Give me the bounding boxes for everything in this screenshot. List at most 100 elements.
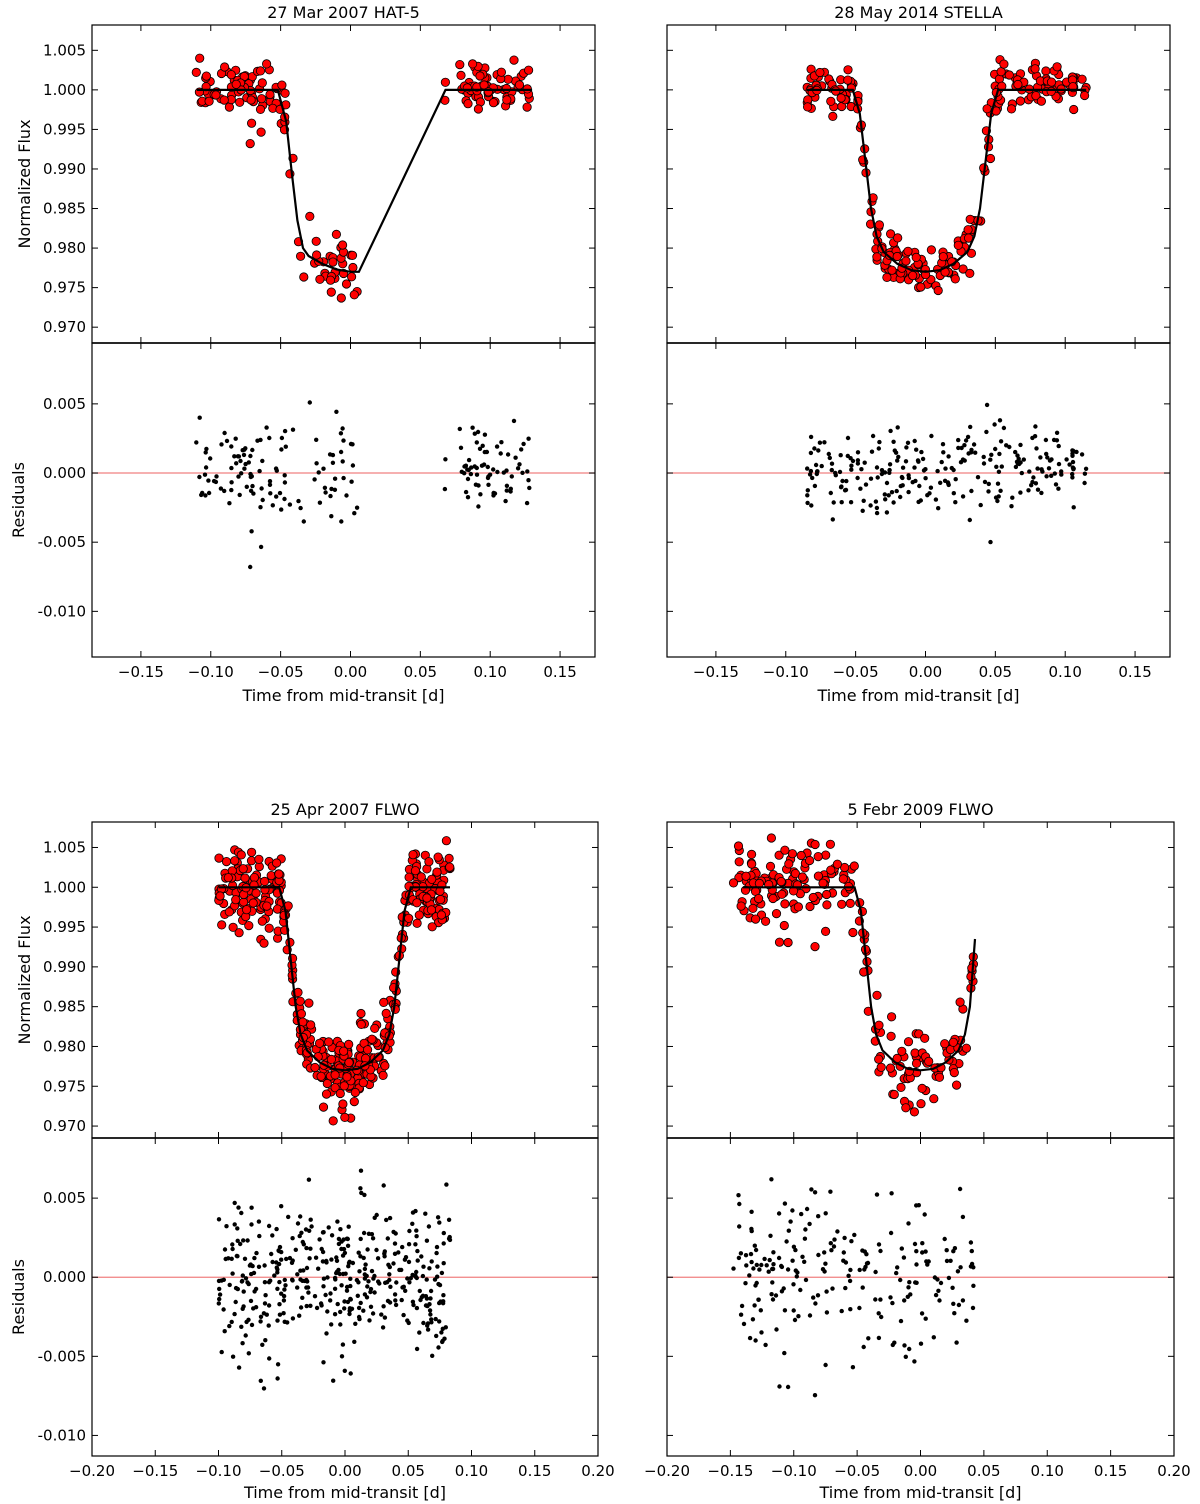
residual-point: [375, 1256, 381, 1261]
residual-point: [346, 1264, 351, 1269]
residual-point: [938, 1280, 944, 1286]
residual-point: [401, 1312, 406, 1318]
flux-point: [306, 1020, 316, 1030]
residual-point: [968, 1264, 974, 1269]
residual-point: [258, 1314, 264, 1320]
flux-point: [247, 847, 257, 857]
flux-point: [1015, 96, 1026, 106]
flux-point: [920, 1033, 930, 1043]
residual-point: [884, 480, 890, 486]
residual-point: [1018, 442, 1023, 448]
residual-point: [244, 484, 249, 489]
residual-point: [737, 1224, 742, 1229]
residual-point: [365, 1247, 370, 1252]
flux-point: [961, 1043, 972, 1053]
residual-point: [293, 1247, 298, 1253]
residual-point: [341, 1246, 347, 1252]
residual-point: [758, 1308, 763, 1313]
residual-point: [776, 1255, 782, 1261]
residual-point: [340, 426, 345, 431]
residual-point: [297, 1313, 302, 1318]
residual-point: [290, 427, 296, 432]
flux-point: [760, 916, 771, 926]
residual-point: [420, 1273, 426, 1279]
residual-point: [290, 1316, 296, 1321]
flux-point: [887, 265, 897, 275]
residual-point: [938, 480, 943, 485]
flux-point: [246, 95, 256, 105]
residual-point: [332, 476, 338, 481]
residual-point: [888, 1230, 894, 1236]
residual-point: [236, 1365, 242, 1370]
residual-point: [782, 1201, 788, 1206]
residual-point: [799, 1211, 804, 1217]
residual-point: [943, 466, 948, 471]
residual-point: [321, 1284, 326, 1289]
residual-point: [347, 1306, 353, 1311]
residual-point: [820, 1267, 826, 1272]
residual-point: [249, 1322, 255, 1328]
residual-point: [282, 496, 287, 502]
residual-point: [300, 1278, 305, 1284]
residual-point: [933, 497, 939, 502]
residual-point: [434, 1250, 439, 1256]
residual-point: [435, 1264, 440, 1269]
residual-point: [813, 462, 819, 468]
residual-point: [421, 1264, 426, 1269]
residual-point: [418, 1297, 423, 1303]
flux-point: [926, 245, 937, 255]
residual-point: [224, 438, 230, 444]
residual-point: [474, 465, 479, 471]
flux-point: [836, 93, 846, 103]
model-curve: [806, 88, 1087, 273]
residual-point: [277, 1302, 282, 1307]
flux-point: [231, 895, 241, 905]
residual-point: [873, 1297, 878, 1302]
flux-point: [338, 1099, 348, 1109]
residual-point: [337, 1271, 342, 1277]
residual-point: [890, 1300, 895, 1306]
residual-point: [336, 1236, 342, 1242]
residual-point: [237, 492, 242, 498]
residual-point: [870, 433, 876, 439]
residual-point: [984, 429, 989, 435]
flux-point: [265, 89, 275, 100]
flux-point: [982, 104, 992, 114]
flux-point: [820, 926, 831, 937]
residual-point: [385, 1236, 390, 1241]
residual-point: [873, 1269, 878, 1275]
residual-point: [1013, 464, 1019, 470]
flux-point: [424, 857, 434, 867]
residual-point: [996, 469, 1002, 474]
residual-point: [249, 1205, 254, 1210]
residual-point: [770, 1266, 775, 1272]
residual-point: [815, 1293, 821, 1298]
residual-point: [932, 1275, 938, 1280]
flux-point: [805, 901, 815, 912]
residual-point: [316, 1266, 321, 1271]
flux-point: [255, 66, 266, 76]
residual-point: [298, 505, 303, 511]
residual-point: [241, 1238, 246, 1243]
residual-point: [248, 564, 253, 570]
residual-point: [808, 468, 814, 474]
flux-point: [346, 272, 357, 282]
residual-point: [334, 1255, 339, 1260]
residual-point: [1082, 480, 1087, 486]
residual-point: [382, 1254, 387, 1259]
residual-point: [439, 1330, 444, 1335]
residual-point: [978, 502, 983, 508]
flux-point: [872, 990, 882, 1000]
residual-point: [343, 1271, 348, 1276]
residual-point: [263, 1293, 268, 1298]
residual-point: [1001, 425, 1007, 431]
residual-point: [341, 438, 346, 443]
residual-point: [855, 461, 861, 466]
residual-point: [891, 500, 896, 505]
flux-point: [456, 70, 466, 81]
flux-point: [753, 893, 764, 904]
residual-point: [325, 1309, 330, 1314]
residual-point: [387, 1264, 392, 1270]
flux-point: [264, 923, 274, 933]
residual-point: [414, 1228, 419, 1233]
